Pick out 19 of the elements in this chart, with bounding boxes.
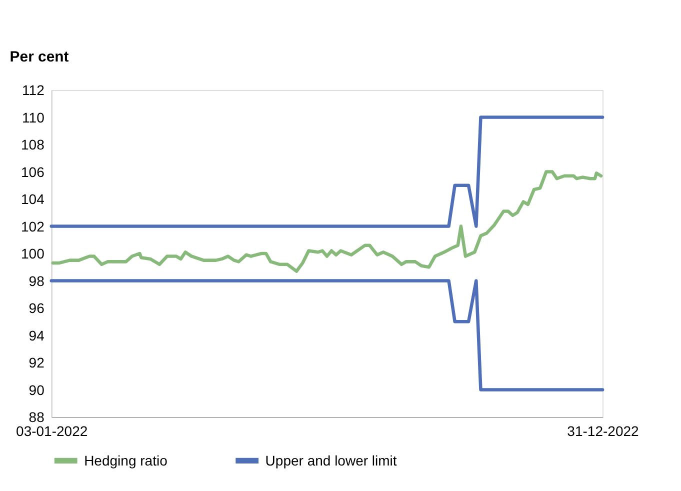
y-tick-label: 106 (21, 164, 45, 180)
y-tick-label: 110 (22, 109, 45, 126)
y-tick-label: 108 (21, 136, 45, 153)
y-tick-label: 98 (28, 272, 45, 289)
legend-label: Upper and lower limit (265, 452, 397, 468)
legend-label: Hedging ratio (84, 452, 168, 468)
y-tick-label: 94 (28, 327, 45, 344)
y-tick-label: 90 (28, 382, 45, 398)
y-tick-label: 112 (22, 82, 45, 98)
y-tick-label: 88 (28, 409, 45, 426)
y-tick-label: 102 (21, 218, 45, 234)
y-tick-label: 92 (28, 354, 45, 371)
line-series (51, 170, 603, 273)
x-tick-label: 03-01-2022 (16, 423, 88, 440)
x-tick-label: 31-12-2022 (567, 423, 640, 440)
y-axis-title: Per cent (10, 48, 69, 66)
y-tick-label: 96 (28, 300, 45, 316)
y-tick-label: 100 (21, 246, 45, 262)
y-tick-label: 104 (21, 191, 45, 208)
